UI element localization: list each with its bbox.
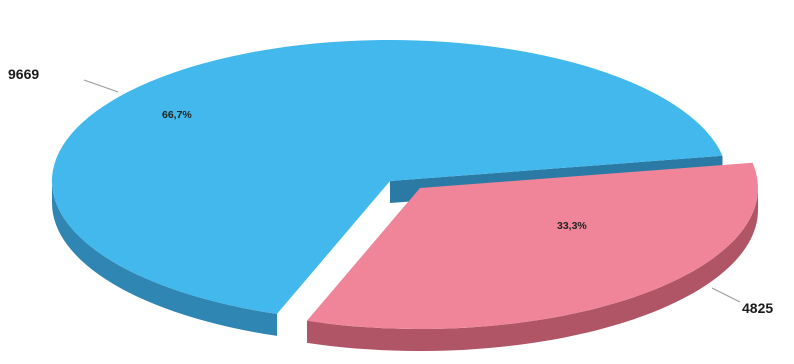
callout-label-blue: 9669 xyxy=(8,66,39,82)
leader-line-pink xyxy=(711,287,741,303)
slice-pink-group xyxy=(307,162,758,352)
pie-slice-pink-side xyxy=(307,188,758,352)
callout-label-pink: 4825 xyxy=(742,300,773,316)
leader-line-blue xyxy=(83,79,119,93)
pie-slice-blue-side xyxy=(51,181,278,336)
pie-slice-blue xyxy=(51,40,723,314)
percent-label-pink: 33,3% xyxy=(557,220,587,232)
pie-slice-pink xyxy=(307,162,758,330)
percent-label-blue: 66,7% xyxy=(162,109,192,121)
